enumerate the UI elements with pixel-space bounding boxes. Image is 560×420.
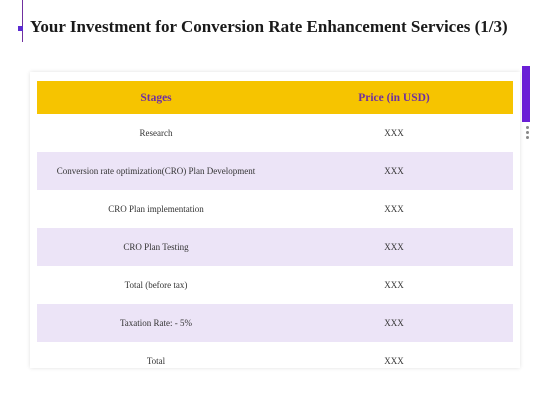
accent-line (22, 0, 23, 42)
table-cell: Total (146, 356, 166, 366)
table-cell: XXX (384, 242, 404, 252)
table-row: Total XXX (37, 342, 513, 368)
table-cell: XXX (384, 166, 404, 176)
table-cell: XXX (384, 128, 404, 138)
table-cell: Research (139, 128, 173, 138)
table-cell: Taxation Rate: - 5% (119, 318, 193, 328)
side-bar (522, 66, 530, 122)
table-cell: XXX (384, 356, 404, 366)
table-row: CRO Plan implementation XXX (37, 190, 513, 228)
table-cell: Conversion rate optimization(CRO) Plan D… (56, 166, 256, 176)
header-row: Stages Price (in USD) (37, 81, 513, 114)
table: Stages Price (in USD) Research XXX Conversio… (37, 81, 513, 368)
table-row: Conversion rate optimization(CRO) Plan D… (37, 152, 513, 190)
slide-title: Your Investment for Conversion Rate Enha… (30, 17, 508, 36)
header-cell: Price (in USD) (358, 91, 430, 104)
table-row: CRO Plan Testing XXX (37, 228, 513, 266)
table-cell: Total (before tax) (124, 280, 188, 290)
table-cell: XXX (384, 280, 404, 290)
dots (526, 126, 529, 139)
table-row: Taxation Rate: - 5% XXX (37, 304, 513, 342)
table-cell: CRO Plan Testing (123, 242, 189, 252)
table-cell: XXX (384, 204, 404, 214)
table-row: Total (before tax) XXX (37, 266, 513, 304)
table-card: Stages Price (in USD) Research XXX Conversio… (30, 72, 520, 368)
table-cell: CRO Plan implementation (108, 204, 204, 214)
accent-square (18, 26, 23, 31)
header-cell: Stages (140, 91, 172, 104)
table-row: Research XXX (37, 114, 513, 152)
table-cell: XXX (384, 318, 404, 328)
